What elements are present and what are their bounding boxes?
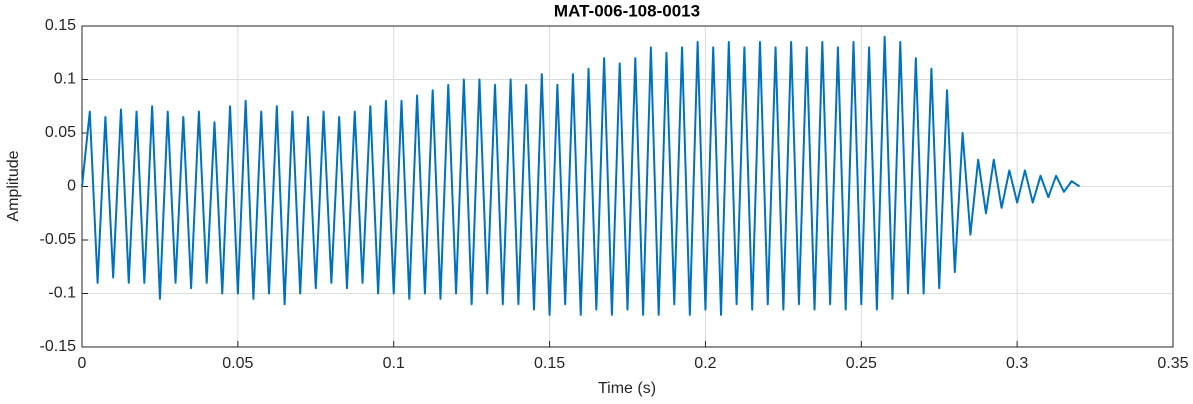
y-tick-label: 0 xyxy=(67,178,76,195)
x-tick-label: 0.05 xyxy=(222,355,253,372)
x-tick-label: 0.3 xyxy=(1006,355,1028,372)
y-tick-label: -0.1 xyxy=(48,285,76,302)
x-tick-label: 0.25 xyxy=(846,355,877,372)
y-axis-label: Amplitude xyxy=(5,150,22,221)
y-tick-label: -0.05 xyxy=(40,231,77,248)
x-tick-label: 0.35 xyxy=(1157,355,1188,372)
x-tick-label: 0.2 xyxy=(694,355,716,372)
y-tick-label: -0.15 xyxy=(40,338,77,355)
x-tick-label: 0 xyxy=(78,355,87,372)
x-tick-label: 0.15 xyxy=(534,355,565,372)
waveform xyxy=(81,35,1081,316)
x-axis-label: Time (s) xyxy=(598,380,656,397)
x-tick-label: 0.1 xyxy=(383,355,405,372)
y-tick-label: 0.15 xyxy=(45,17,76,34)
y-tick-label: 0.1 xyxy=(54,71,76,88)
y-tick-label: 0.05 xyxy=(45,124,76,141)
chart-title: MAT-006-108-0013 xyxy=(554,1,700,20)
